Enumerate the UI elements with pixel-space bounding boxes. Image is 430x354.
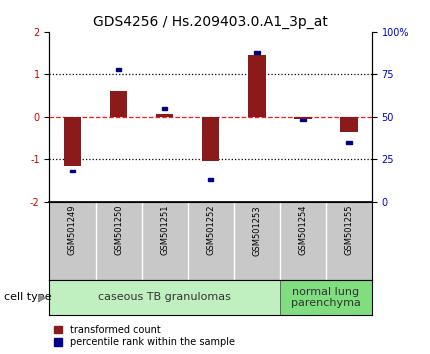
Text: GSM501249: GSM501249	[68, 205, 77, 255]
Bar	[294, 117, 312, 119]
Text: normal lung
parenchyma: normal lung parenchyma	[291, 286, 361, 308]
Bar	[202, 117, 219, 161]
Bar	[346, 141, 352, 144]
Bar	[156, 114, 173, 117]
Bar	[70, 170, 75, 172]
Bar	[116, 68, 121, 70]
Bar	[208, 178, 213, 181]
Bar	[340, 117, 358, 132]
Bar	[300, 119, 306, 121]
Bar	[64, 117, 81, 166]
Text: GSM501251: GSM501251	[160, 205, 169, 255]
Text: GSM501252: GSM501252	[206, 205, 215, 255]
Text: ▶: ▶	[38, 292, 46, 302]
Text: GSM501254: GSM501254	[298, 205, 307, 255]
Title: GDS4256 / Hs.209403.0.A1_3p_at: GDS4256 / Hs.209403.0.A1_3p_at	[93, 16, 328, 29]
Text: GSM501253: GSM501253	[252, 205, 261, 256]
Text: cell type: cell type	[4, 292, 52, 302]
Bar	[49, 280, 280, 315]
Legend: transformed count, percentile rank within the sample: transformed count, percentile rank withi…	[54, 325, 235, 347]
Bar	[162, 107, 167, 110]
Bar	[280, 280, 372, 315]
Text: caseous TB granulomas: caseous TB granulomas	[98, 292, 231, 302]
Text: GSM501250: GSM501250	[114, 205, 123, 255]
Text: GSM501255: GSM501255	[344, 205, 353, 255]
Bar	[110, 91, 127, 117]
Bar	[248, 55, 266, 117]
Bar	[254, 51, 260, 53]
